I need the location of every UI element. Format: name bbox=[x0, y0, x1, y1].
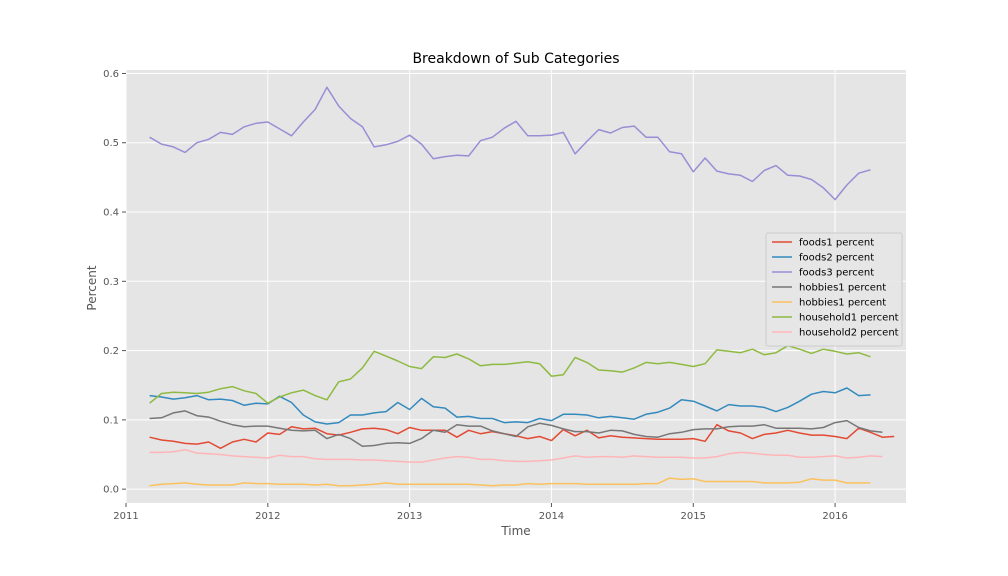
y-tick-label: 0.5 bbox=[103, 138, 119, 149]
legend-label: hobbies1 percent bbox=[799, 298, 886, 309]
x-tick-label: 2012 bbox=[255, 511, 280, 522]
legend-label: household2 percent bbox=[799, 328, 899, 339]
legend: foods1 percent foods2 percent foods3 perce… bbox=[765, 232, 903, 347]
y-tick-label: 0.3 bbox=[103, 277, 119, 288]
x-tick-label: 2015 bbox=[681, 511, 706, 522]
y-tick-label: 0.6 bbox=[103, 69, 119, 80]
y-tick-label: 0.2 bbox=[103, 346, 119, 357]
axis-ticks: 2011 2012 2013 2014 2015 2016 0.0 0.1 0.2 0.3 0.4 0… bbox=[103, 69, 848, 522]
series-line-5 bbox=[149, 344, 871, 404]
legend-label: foods3 percent bbox=[799, 268, 874, 279]
x-tick-label: 2014 bbox=[539, 511, 564, 522]
legend-box bbox=[765, 232, 903, 347]
legend-label: foods2 percent bbox=[799, 253, 874, 264]
x-axis-label: Time bbox=[500, 524, 530, 538]
series-line-2 bbox=[149, 86, 871, 201]
series-line-3 bbox=[149, 410, 883, 447]
legend-label: hobbies1 percent bbox=[799, 283, 886, 294]
series-lines bbox=[149, 86, 895, 487]
legend-label: foods1 percent bbox=[799, 238, 874, 249]
series-line-6 bbox=[149, 448, 883, 463]
x-tick-label: 2011 bbox=[113, 511, 138, 522]
x-tick-label: 2016 bbox=[822, 511, 847, 522]
series-line-0 bbox=[149, 423, 895, 450]
x-tick-label: 2013 bbox=[397, 511, 422, 522]
series-line-4 bbox=[149, 477, 871, 487]
y-axis-label: Percent bbox=[85, 265, 99, 310]
legend-label: household1 percent bbox=[799, 313, 899, 324]
chart-title: Breakdown of Sub Categories bbox=[412, 51, 619, 67]
y-tick-label: 0.1 bbox=[103, 415, 119, 426]
y-tick-label: 0.0 bbox=[103, 485, 119, 496]
y-tick-label: 0.4 bbox=[103, 208, 119, 219]
gridlines bbox=[125, 70, 906, 503]
